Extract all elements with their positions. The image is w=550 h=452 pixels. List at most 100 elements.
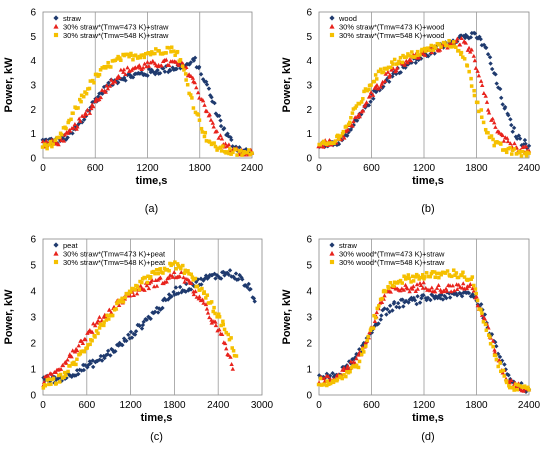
data-point <box>171 270 177 274</box>
data-point <box>191 292 197 297</box>
data-point <box>381 70 386 74</box>
data-point <box>175 262 180 266</box>
data-point <box>121 300 126 304</box>
data-point <box>54 381 59 386</box>
data-point <box>107 307 112 312</box>
y-axis-label: Power, kW <box>281 57 293 113</box>
data-point <box>330 371 335 376</box>
data-point <box>499 369 503 374</box>
data-point <box>522 384 527 388</box>
data-point <box>402 62 407 67</box>
data-point <box>47 377 52 382</box>
data-point <box>100 91 105 96</box>
data-point <box>354 104 359 108</box>
data-point <box>415 49 420 54</box>
data-point <box>485 52 491 57</box>
data-point <box>470 275 475 279</box>
data-point <box>221 126 227 131</box>
data-point <box>45 373 51 378</box>
data-point <box>153 51 157 56</box>
y-tick-label: 3 <box>306 313 312 324</box>
data-point <box>93 323 98 328</box>
data-point <box>91 104 96 109</box>
data-point <box>185 82 190 87</box>
data-point <box>213 311 217 316</box>
data-point <box>506 113 511 118</box>
data-point <box>335 377 340 382</box>
data-point <box>154 268 159 272</box>
data-point <box>102 323 106 328</box>
data-point <box>149 277 155 282</box>
data-point <box>385 306 390 312</box>
data-point <box>97 91 102 96</box>
data-point <box>484 99 490 104</box>
data-point <box>212 305 216 310</box>
data-point <box>101 84 107 90</box>
data-point <box>134 291 140 296</box>
data-point <box>178 66 183 71</box>
data-point <box>62 375 66 380</box>
data-point <box>507 383 511 388</box>
data-point <box>199 282 204 287</box>
data-point <box>497 86 503 92</box>
data-point <box>445 269 450 273</box>
legend-label: straw <box>63 14 82 23</box>
data-point <box>180 64 185 69</box>
data-point <box>227 151 231 156</box>
data-point <box>488 335 492 339</box>
data-point <box>445 45 450 50</box>
data-point <box>421 293 426 298</box>
data-point <box>483 127 488 132</box>
data-point <box>382 66 387 71</box>
data-point <box>387 72 393 77</box>
data-point <box>175 49 180 54</box>
data-point <box>216 146 220 150</box>
data-point <box>133 287 137 292</box>
data-point <box>420 47 424 52</box>
data-point <box>74 348 80 353</box>
data-point <box>459 293 465 299</box>
series-2 <box>316 268 531 392</box>
data-point <box>226 352 231 357</box>
data-point <box>182 271 187 275</box>
legend-label: 30% straw*(Tmw=548 K)+peat <box>63 258 166 267</box>
legend-marker <box>329 259 335 265</box>
y-tick-label: 3 <box>306 81 312 92</box>
data-point <box>121 67 127 72</box>
data-point <box>129 335 135 340</box>
data-point <box>40 139 46 144</box>
data-point <box>191 106 196 110</box>
data-point <box>526 143 532 149</box>
data-point <box>251 296 257 301</box>
data-point <box>41 379 47 384</box>
data-point <box>426 46 430 50</box>
legend-marker <box>53 15 59 21</box>
data-point <box>204 139 209 143</box>
data-point <box>174 267 178 271</box>
data-point <box>233 144 239 150</box>
data-point <box>357 359 362 364</box>
data-point <box>327 382 331 387</box>
data-point <box>502 374 507 378</box>
data-point <box>201 300 206 305</box>
data-point <box>413 275 418 279</box>
data-point <box>504 150 509 155</box>
data-point <box>340 131 345 136</box>
data-point <box>367 330 372 335</box>
data-point <box>74 362 78 367</box>
data-point <box>452 288 457 293</box>
data-point <box>498 361 502 365</box>
data-point <box>80 341 86 346</box>
legend-label: 30% straw*(Tmw=473 K)+wood <box>339 23 444 32</box>
data-point <box>191 278 196 282</box>
data-point <box>229 137 234 143</box>
data-point <box>184 78 188 82</box>
data-point <box>428 274 433 279</box>
data-point <box>415 286 420 291</box>
data-point <box>433 275 437 280</box>
data-point <box>483 322 488 327</box>
data-point <box>125 65 130 70</box>
data-point <box>492 143 496 148</box>
data-point <box>230 366 235 371</box>
data-point <box>218 123 224 129</box>
